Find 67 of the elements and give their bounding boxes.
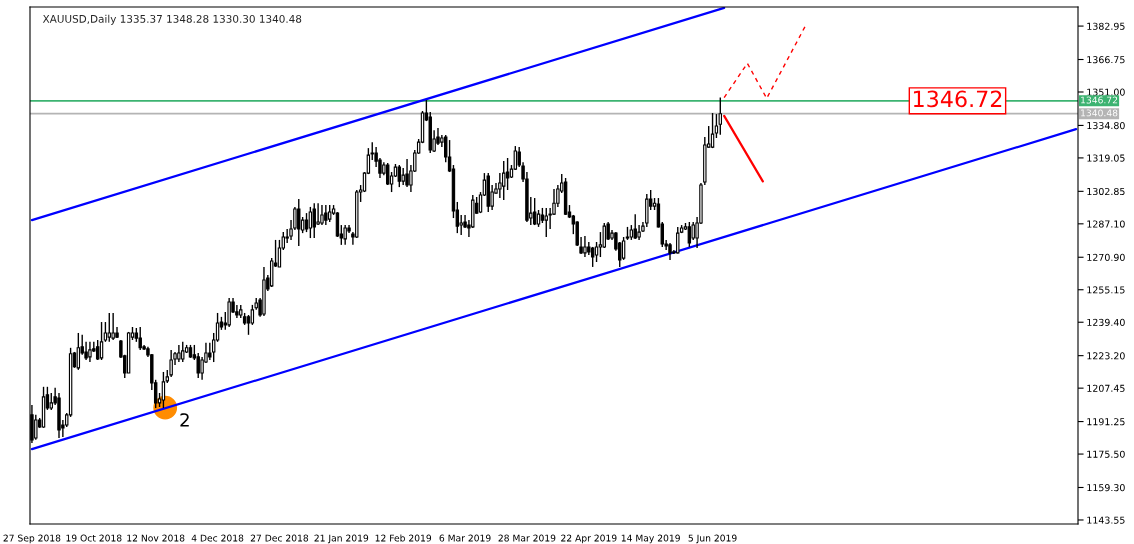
candlestick	[304, 212, 309, 233]
candlestick	[138, 326, 142, 351]
candlestick	[250, 304, 255, 326]
candlestick	[505, 157, 510, 191]
y-tick-label: 1334.80	[1087, 122, 1125, 130]
y-tick-label: 1319.05	[1087, 154, 1125, 162]
candlestick	[277, 239, 282, 268]
x-tick-label: 27 Dec 2018	[250, 534, 309, 542]
candlestick	[621, 236, 626, 261]
candlestick	[718, 96, 723, 136]
x-tick-label: 6 Mar 2019	[439, 534, 491, 542]
x-tick-label: 4 Dec 2018	[191, 534, 244, 542]
y-tick-label: 1191.25	[1087, 418, 1125, 426]
candlestick	[502, 160, 506, 201]
candlestick	[544, 207, 548, 238]
candlestick	[111, 312, 115, 341]
y-tick-label: 1287.10	[1087, 220, 1125, 228]
y-tick-label: 1270.90	[1087, 253, 1125, 261]
candlestick	[583, 235, 587, 258]
y-tick-label: 1239.40	[1087, 318, 1125, 326]
x-tick-label: 22 Apr 2019	[561, 534, 617, 544]
candlestick	[200, 356, 204, 381]
y-tick-label: 1351.00	[1087, 88, 1125, 96]
candlestick	[99, 321, 104, 361]
candlestick	[676, 226, 680, 255]
annotation: 2	[180, 413, 189, 427]
candlestick	[181, 341, 185, 363]
y-tick-label: 1175.50	[1087, 450, 1125, 458]
x-tick-label: 27 Sep 2018	[3, 534, 61, 544]
ref-line-label: 1346.72	[1081, 96, 1118, 104]
candlestick	[34, 414, 38, 441]
y-tick-label: 1255.15	[1087, 286, 1125, 294]
y-tick-label: 1366.75	[1087, 56, 1125, 64]
candlestick	[297, 198, 301, 247]
candlestick	[405, 158, 409, 188]
ref-line-label: 1340.48	[1081, 109, 1118, 117]
candlestick	[88, 341, 92, 363]
x-tick-label: 14 May 2019	[621, 534, 680, 544]
annotation: 1346.72	[913, 90, 1002, 108]
x-tick-label: 21 Jan 2019	[314, 534, 369, 544]
x-tick-label: 12 Feb 2019	[375, 534, 432, 542]
candlestick	[645, 193, 649, 228]
x-tick-label: 12 Nov 2018	[127, 534, 185, 542]
candlestick	[343, 224, 347, 246]
candlestick	[633, 213, 637, 240]
x-tick-label: 28 Mar 2019	[498, 534, 556, 542]
x-tick-label: 19 Oct 2018	[66, 534, 122, 542]
y-tick-label: 1159.30	[1087, 484, 1125, 492]
text: XAUUSD,Daily 1335.37 1348.28 1330.30 1340.48	[42, 14, 302, 25]
candlestick	[103, 321, 108, 343]
y-tick-label: 1382.95	[1087, 22, 1125, 30]
candlestick	[594, 241, 599, 263]
candlestick	[532, 197, 537, 226]
y-tick-label: 1207.45	[1087, 384, 1125, 392]
line-series	[723, 25, 807, 100]
candlestick	[308, 206, 313, 239]
y-tick-label: 1223.20	[1087, 352, 1125, 360]
y-tick-label: 1143.55	[1087, 516, 1125, 524]
candlestick	[324, 204, 328, 226]
candlestick	[710, 112, 715, 149]
candlestick	[335, 211, 340, 238]
candlestick	[320, 204, 324, 226]
x-tick-label: 5 Jun 2019	[688, 534, 737, 544]
candlestick	[312, 202, 316, 239]
y-tick-label: 1302.85	[1087, 187, 1125, 196]
candlestick	[227, 297, 231, 328]
candlestick	[107, 312, 111, 343]
